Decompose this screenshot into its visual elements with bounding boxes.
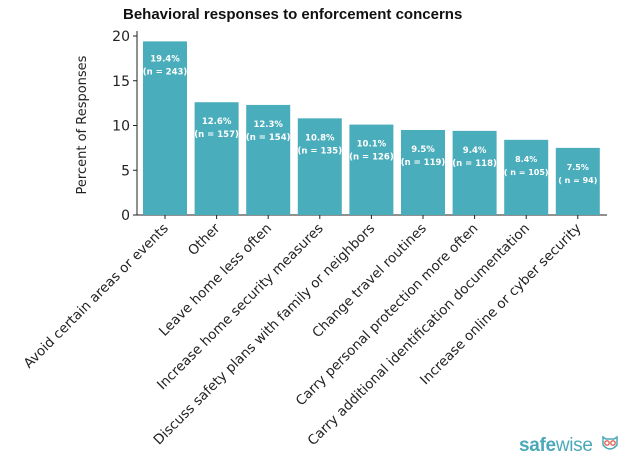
n-label: (n = 118): [452, 159, 497, 169]
safewise-logo: safewise: [519, 433, 618, 457]
bar: [143, 41, 187, 216]
bar: [297, 118, 342, 215]
chart-title: Behavioral responses to enforcement conc…: [123, 6, 463, 23]
data-label: 9.4%: [463, 146, 487, 156]
y-tick-label: 20: [112, 29, 130, 45]
data-label: 12.3%: [253, 120, 283, 130]
n-label: (n = 119): [401, 158, 446, 168]
y-tick-label: 10: [112, 119, 130, 135]
n-label: (n = 126): [349, 153, 394, 163]
n-label: ( n = 105): [504, 168, 549, 177]
bar: [452, 130, 497, 215]
y-tick-label: 15: [112, 74, 130, 90]
y-tick-label: 0: [121, 208, 130, 224]
y-tick-label: 5: [121, 163, 130, 179]
owl-icon: [601, 435, 618, 450]
data-label: 10.1%: [357, 140, 387, 150]
data-label: 10.8%: [305, 133, 335, 143]
bar: [194, 102, 239, 215]
bar: [246, 104, 291, 215]
bar: [401, 129, 445, 215]
bar: [504, 139, 549, 215]
n-label: (n = 157): [194, 130, 239, 140]
n-label: (n = 154): [246, 133, 291, 143]
x-tick-label: Carry personal protection more often: [293, 221, 482, 410]
data-label: 9.5%: [411, 145, 435, 155]
bar: [555, 147, 600, 215]
data-label: 8.4%: [515, 155, 537, 164]
n-label: (n = 135): [297, 146, 342, 156]
bar: [349, 124, 394, 215]
n-label: (n = 243): [143, 67, 188, 77]
n-label: ( n = 94): [558, 176, 597, 185]
data-label: 12.6%: [202, 117, 232, 127]
x-tick-label: Other: [185, 220, 224, 259]
x-tick-label: Avoid certain areas or events: [21, 221, 172, 372]
y-axis-label: Percent of Responses: [75, 55, 90, 194]
data-label: 19.4%: [150, 54, 180, 64]
data-label: 7.5%: [567, 163, 589, 172]
